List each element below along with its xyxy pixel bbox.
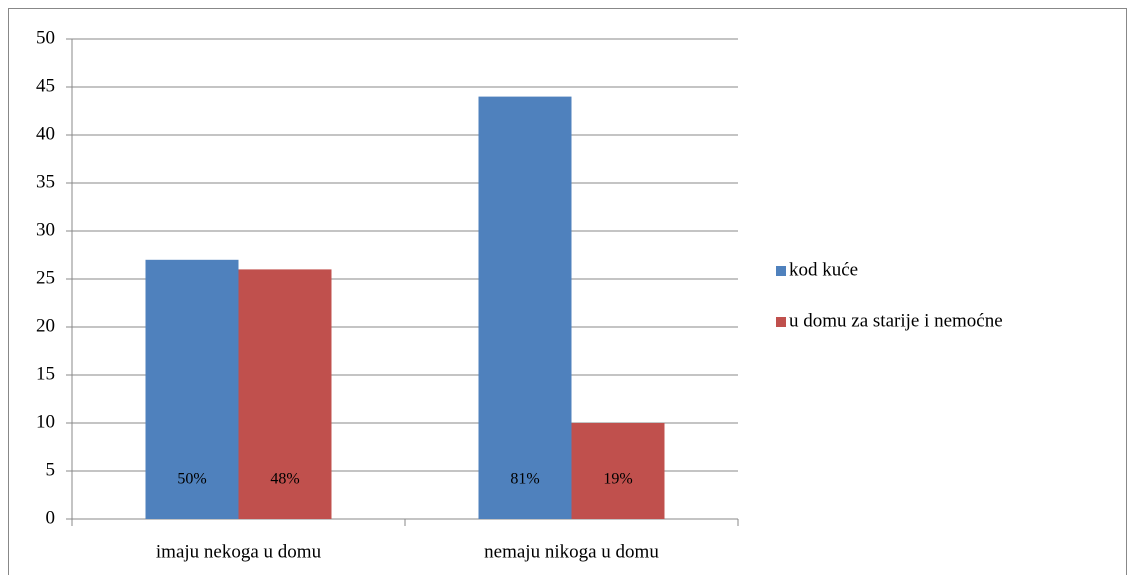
legend-swatch [776, 266, 786, 276]
y-tick-label: 45 [36, 75, 55, 96]
annotation: 48% [270, 471, 299, 488]
annotation: 81% [510, 471, 539, 488]
y-tick-label: 25 [36, 267, 55, 288]
y-tick-label: 35 [36, 171, 55, 192]
bar [238, 269, 332, 519]
y-tick-label: 30 [36, 219, 55, 240]
y-tick-label: 15 [36, 363, 55, 384]
legend-label: kod kuće [789, 259, 858, 280]
y-tick-label: 20 [36, 315, 55, 336]
x-tick-label: nemaju nikoga u domu [484, 541, 659, 562]
annotation: 19% [603, 471, 632, 488]
y-tick-label: 10 [36, 411, 55, 432]
y-tick-label: 50 [36, 27, 55, 48]
legend-swatch [776, 317, 786, 327]
bar [478, 96, 572, 519]
legend-label: u domu za starije i nemoćne [789, 310, 1003, 331]
y-tick-label: 0 [46, 507, 56, 528]
bar [571, 423, 665, 519]
y-tick-label: 5 [46, 459, 56, 480]
y-tick-label: 40 [36, 123, 55, 144]
x-tick-label: imaju nekoga u domu [156, 541, 322, 562]
bar [145, 259, 239, 519]
annotation: 50% [177, 471, 206, 488]
